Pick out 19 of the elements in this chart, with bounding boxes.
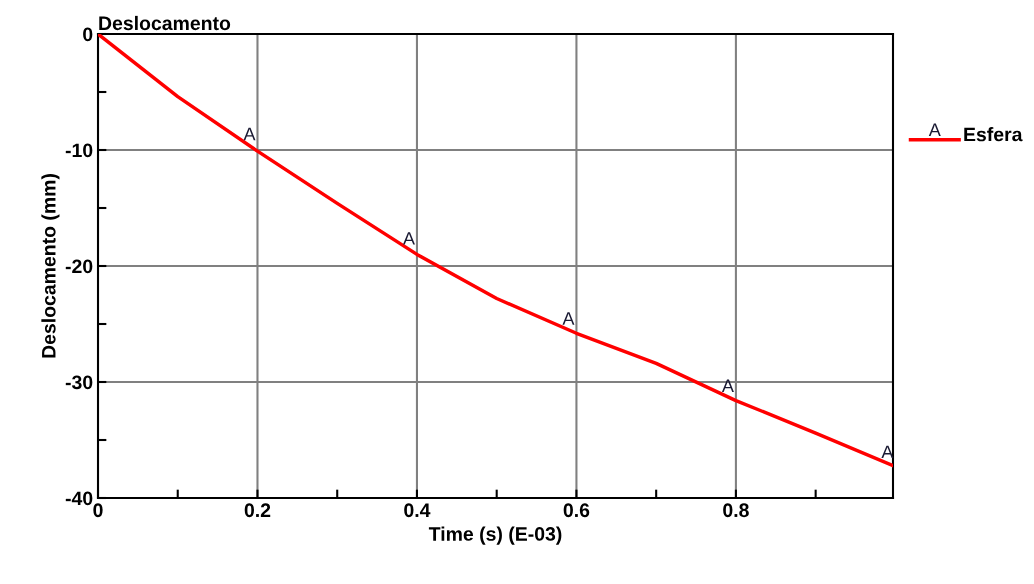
x-tick-label: 0.8: [723, 503, 749, 518]
y-tick-label: -20: [65, 259, 93, 274]
x-axis-title: Time (s) (E-03): [428, 526, 562, 545]
y-axis-title: Deslocamento (mm): [41, 174, 60, 358]
annotation: A: [562, 312, 575, 325]
annotation: A: [403, 232, 415, 245]
x-tick-label: 0.6: [563, 503, 590, 518]
y-tick-label: -30: [65, 375, 93, 390]
annotation: A: [721, 379, 734, 392]
chart-title: Deslocamento: [99, 15, 231, 31]
annotation: A: [243, 127, 256, 141]
x-tick-label: 0.2: [244, 503, 271, 518]
y-tick-label: -10: [65, 143, 93, 158]
y-tick-label: -40: [65, 491, 93, 506]
x-tick-label: 0: [93, 503, 103, 518]
y-tick-label: 0: [83, 27, 93, 42]
text: A: [928, 123, 941, 136]
x-tick-label: 0.4: [404, 503, 431, 518]
legend-label: Esfera: [964, 127, 1023, 142]
